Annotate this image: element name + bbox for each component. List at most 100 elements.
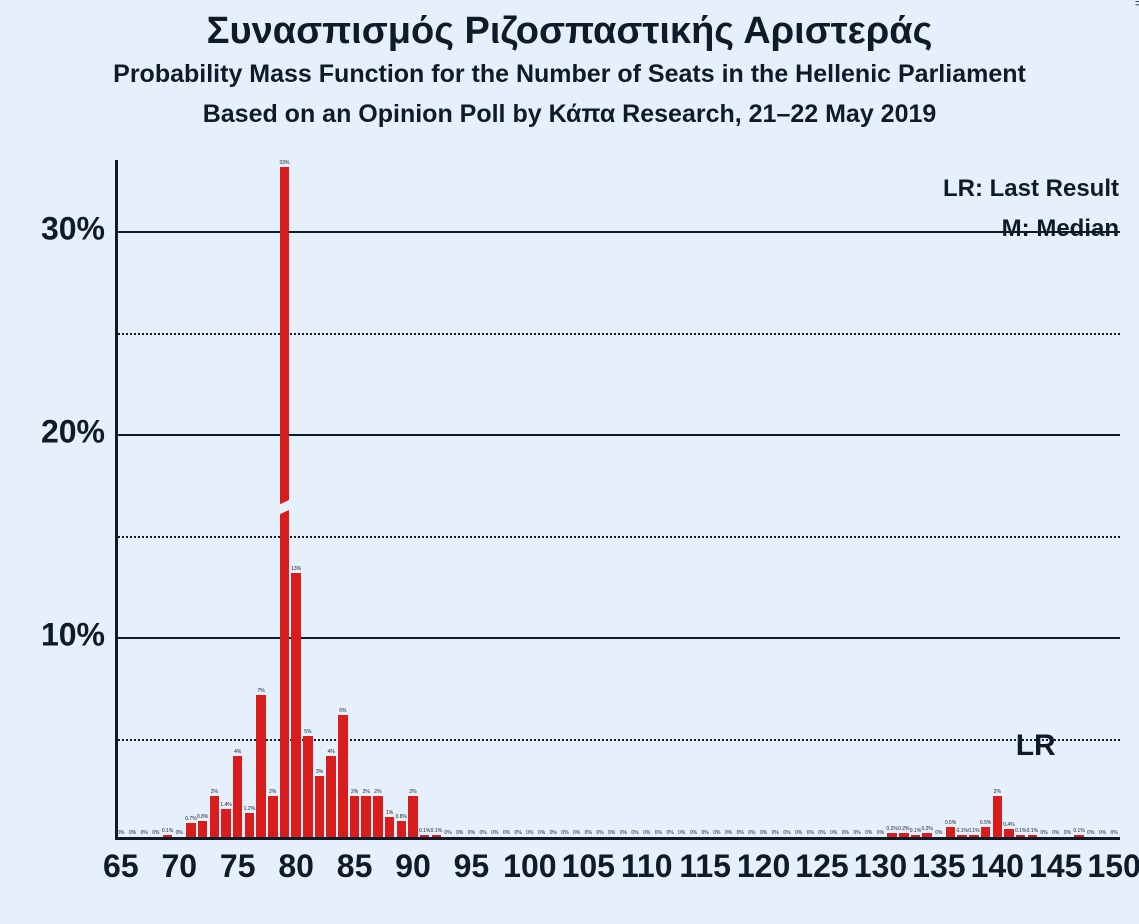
bar [315,776,325,837]
bar-label: 0% [538,830,545,836]
bar-label: 33% [279,160,289,166]
bar [221,809,231,837]
bar [280,167,290,837]
bar [163,835,173,837]
bar-label: 0% [176,830,183,836]
bar-label: 0% [456,830,463,836]
x-axis [115,837,1120,840]
bar [981,827,991,837]
bar [1004,829,1014,837]
bar [210,796,220,837]
gridline [115,637,1120,639]
bar-label: 0.7% [185,816,196,822]
bar-label: 0% [468,830,475,836]
bar [186,823,196,837]
bar-label: 0% [772,830,779,836]
bar [887,833,897,837]
bar-label: 0% [608,830,615,836]
bar-label: 5% [304,729,311,735]
bar-label: 0% [1052,830,1059,836]
bar-label: 0% [503,830,510,836]
x-tick-label: 145 [1029,848,1082,885]
bar-label: 1.2% [244,806,255,812]
x-tick-label: 120 [737,848,790,885]
bar-label: 0.1% [1015,828,1026,834]
chart-container: Συνασπισμός Ριζοσπαστικής Αριστεράς Prob… [0,0,1139,924]
plot-area: LR 10%20%30%0%0%0%0%0.1%0%0.7%0.8%2%1.4%… [115,160,1120,840]
bar-label: 0% [807,830,814,836]
bar-label: 0.1% [419,828,430,834]
x-tick-label: 85 [337,848,373,885]
bar [1028,835,1038,837]
bar-label: 0% [117,830,124,836]
bar-label: 0% [725,830,732,836]
gridline [115,434,1120,436]
bar-label: 4% [234,749,241,755]
bar [198,821,208,837]
bar-label: 0% [1040,830,1047,836]
bar-label: 7% [257,688,264,694]
bar [1074,835,1084,837]
bar [957,835,967,837]
y-tick-label: 20% [20,414,105,451]
bar-label: 2% [374,789,381,795]
bar-label: 0% [760,830,767,836]
copyright-text: © 2019 Filip van Laenen [1133,0,1139,6]
x-tick-label: 75 [220,848,256,885]
bar-label: 0% [152,830,159,836]
bar-label: 0.1% [1073,828,1084,834]
bar-label: 0% [550,830,557,836]
bar-label: 0% [702,830,709,836]
bar-label: 0% [444,830,451,836]
bar-label: 1% [386,810,393,816]
x-tick-label: 115 [679,848,731,885]
bar [993,796,1003,837]
bar [303,736,313,837]
bar [420,835,430,837]
gridline [115,536,1120,538]
x-tick-label: 90 [395,848,431,885]
bar-label: 0% [1111,830,1118,836]
bar [408,796,418,837]
bar-label: 0% [491,830,498,836]
bar-label: 2% [409,789,416,795]
x-tick-label: 130 [854,848,907,885]
bar-label: 13% [291,566,301,572]
bar-label: 0% [129,830,136,836]
bar-label: 0.1% [968,828,979,834]
bar-label: 2% [994,789,1001,795]
y-tick-label: 30% [20,211,105,248]
bar-label: 0.1% [162,828,173,834]
bar-label: 0% [666,830,673,836]
x-tick-label: 95 [454,848,490,885]
bar-label: 0.1% [1027,828,1038,834]
bar [432,835,442,837]
bar-label: 0.4% [1003,822,1014,828]
bar-label: 0% [713,830,720,836]
x-tick-label: 105 [562,848,615,885]
bar-label: 0% [783,830,790,836]
bar-label: 0% [1087,830,1094,836]
bar [245,813,255,837]
bar-label: 0% [1064,830,1071,836]
bar [291,573,301,837]
bar-label: 0% [141,830,148,836]
bar-label: 0% [865,830,872,836]
bar-label: 0% [526,830,533,836]
bar-label: 6% [339,708,346,714]
bar [969,835,979,837]
bar-label: 0% [678,830,685,836]
bar-label: 2% [351,789,358,795]
bar [899,833,909,837]
bar-label: 4% [328,749,335,755]
bar [397,821,407,837]
gridline [115,333,1120,335]
x-tick-label: 65 [103,848,139,885]
chart-subtitle-1: Probability Mass Function for the Number… [0,60,1139,89]
bar-label: 0.1% [957,828,968,834]
bar-label: 0.8% [396,814,407,820]
bar-label: 0% [596,830,603,836]
chart-title: Συνασπισμός Ριζοσπαστικής Αριστεράς [0,10,1139,53]
bar [326,756,336,837]
bar-label: 1.4% [220,802,231,808]
